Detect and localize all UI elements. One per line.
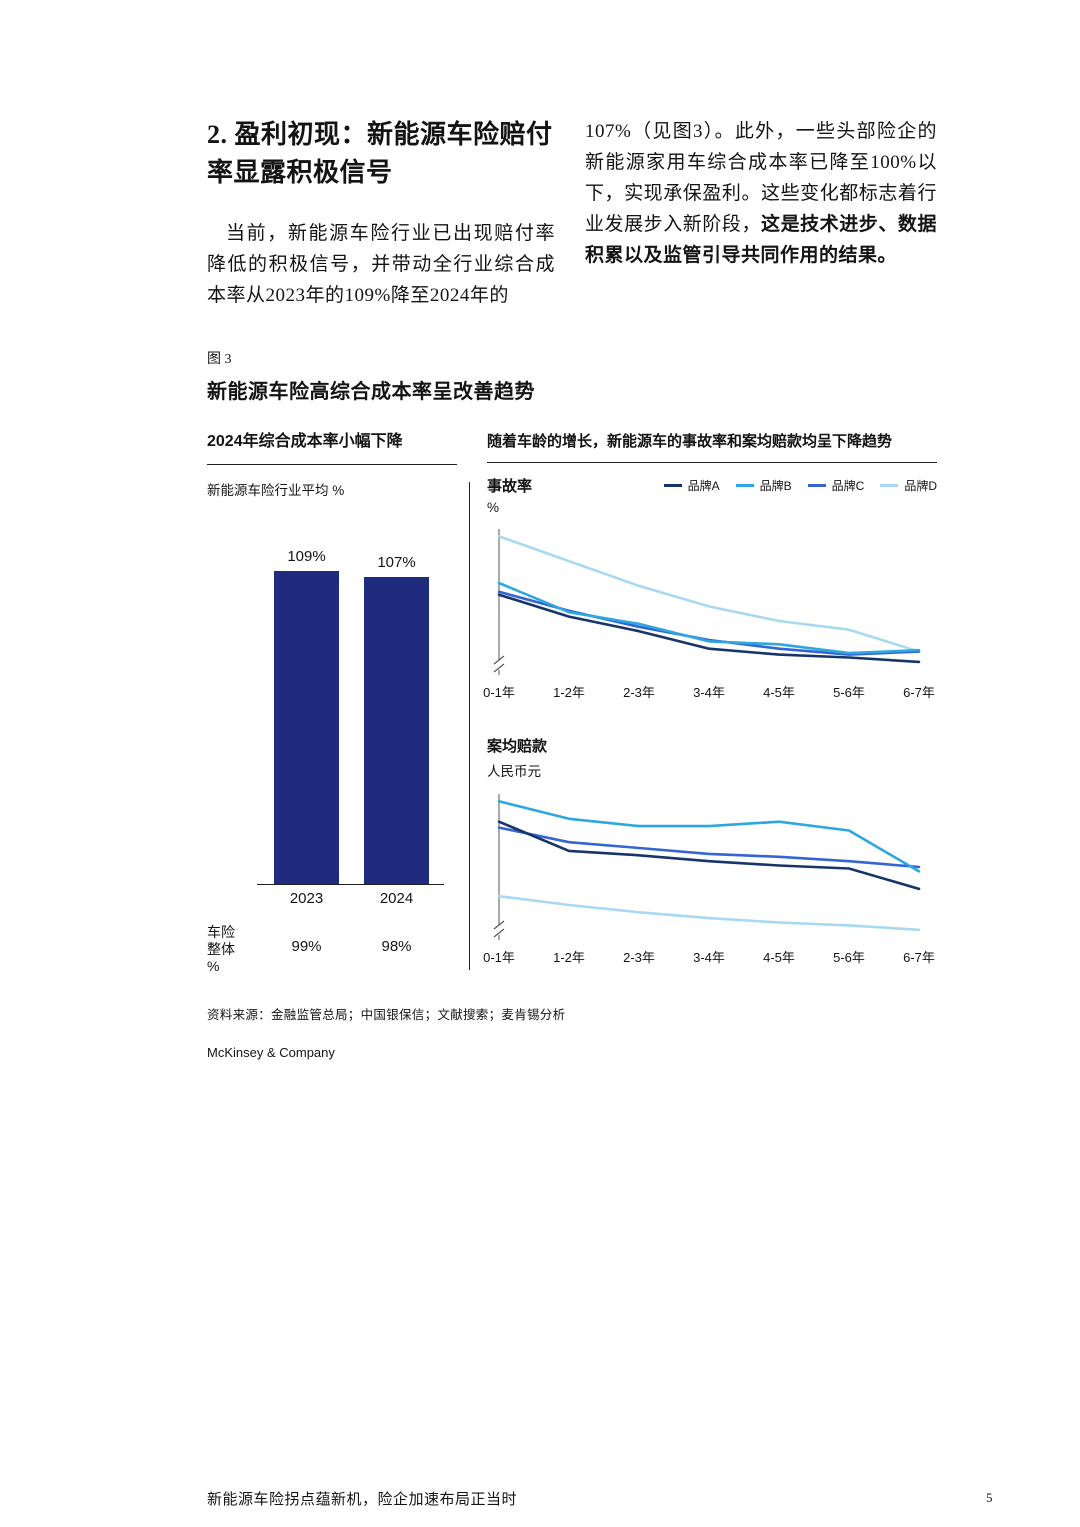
bar-panel-subtitle: 新能源车险行业平均 %: [207, 483, 345, 498]
legend-item: 品牌D: [880, 477, 937, 494]
legend-item: 品牌A: [663, 477, 720, 494]
bar-categories: 2023 2024: [207, 890, 457, 914]
paragraph-right: 107%（见图3）。此外，一些头部险企的新能源家用车综合成本率已降至100%以下…: [585, 116, 937, 271]
legend-item: 品牌C: [807, 477, 865, 494]
brand-legend: 品牌A 品牌B 品牌C 品牌D: [663, 475, 937, 494]
article-column-left: 2. 盈利初现：新能源车险赔付率显露积极信号 当前，新能源车险行业已出现赔付率降…: [207, 116, 555, 311]
average-claim-block: 案均赔款 人民币元 0-1年 1-2年 2-3年 3-4年 4-5年 5-6年 6-7年: [483, 735, 937, 970]
accident-rate-chart: 0-1年 1-2年 2-3年 3-4年 4-5年 5-6年 6-7年: [483, 529, 935, 700]
panel-divider: [469, 482, 470, 970]
paragraph-right-normal: 107%（见图3）。此外，一些头部险企的新能源家用车综合成本率已降至100%以下…: [585, 121, 937, 235]
paragraph-left: 当前，新能源车险行业已出现赔付率降低的积极信号，并带动全行业综合成本率从2023…: [207, 223, 555, 306]
average-claim-metric: 案均赔款: [487, 738, 548, 755]
legend-item: 品牌B: [735, 477, 792, 494]
svg-text:1-2年: 1-2年: [553, 950, 585, 965]
accident-rate-head: 事故率 % 品牌A 品牌B 品牌C 品牌D: [487, 475, 937, 515]
bar-panel-title: 2024年综合成本率小幅下降: [207, 432, 457, 465]
average-claim-head: 案均赔款 人民币元: [487, 735, 937, 780]
overall-value-2023: 99%: [291, 938, 322, 955]
mckinsey-brand: McKinsey & Company: [207, 1045, 335, 1060]
average-claim-unit: 人民币元: [487, 764, 541, 779]
figure-title: 新能源车险高综合成本率呈改善趋势: [207, 381, 535, 403]
figure-label: 图 3: [207, 352, 232, 367]
legend-label: 品牌D: [904, 479, 937, 493]
article-column-right: 107%（见图3）。此外，一些头部险企的新能源家用车综合成本率已降至100%以下…: [585, 116, 937, 311]
report-footer-title: 新能源车险拐点蕴新机，险企加速布局正当时: [207, 1492, 518, 1508]
bar-2023: [274, 571, 339, 884]
figure-charts: 2024年综合成本率小幅下降 新能源车险行业平均 % 109% 107% 202…: [207, 432, 937, 986]
overall-value-2024: 98%: [381, 938, 412, 955]
svg-text:3-4年: 3-4年: [693, 685, 725, 700]
svg-text:0-1年: 0-1年: [483, 685, 515, 700]
legend-swatch: [735, 484, 754, 487]
bar-category-2024: 2024: [379, 890, 414, 907]
source-note: 资料来源：金融监管总局；中国银保信；文献搜索；麦肯锡分析: [207, 1008, 566, 1022]
average-claim-chart: 0-1年 1-2年 2-3年 3-4年 4-5年 5-6年 6-7年: [483, 794, 935, 965]
svg-text:6-7年: 6-7年: [903, 685, 935, 700]
section-heading: 2. 盈利初现：新能源车险赔付率显露积极信号: [207, 120, 553, 187]
combined-ratio-bar-panel: 2024年综合成本率小幅下降 新能源车险行业平均 % 109% 107% 202…: [207, 432, 457, 986]
accident-rate-block: 事故率 % 品牌A 品牌B 品牌C 品牌D 0-1年 1-2年 2-3年 3-4年 4-5年 5…: [483, 475, 937, 705]
svg-text:5-6年: 5-6年: [833, 685, 865, 700]
bar-value-label: 109%: [287, 548, 326, 565]
svg-text:5-6年: 5-6年: [833, 950, 865, 965]
paragraph-right-bold: 这是技术进步、数据积累以及监管引导共同作用的结果。: [585, 214, 937, 266]
svg-text:2-3年: 2-3年: [623, 950, 655, 965]
accident-rate-unit: %: [487, 500, 500, 515]
svg-text:1-2年: 1-2年: [553, 685, 585, 700]
bar-group-2023: 109%: [274, 539, 339, 884]
svg-text:4-5年: 4-5年: [763, 950, 795, 965]
average-claim-labels: 案均赔款 人民币元: [487, 735, 547, 780]
svg-text:2-3年: 2-3年: [623, 685, 655, 700]
accident-rate-metric: 事故率: [487, 478, 533, 495]
svg-text:6-7年: 6-7年: [903, 950, 935, 965]
line-charts-panel: 随着车龄的增长，新能源车的事故率和案均赔款均呈下降趋势 事故率 % 品牌A 品牌B…: [483, 432, 937, 986]
bar-axis-baseline: [257, 884, 444, 885]
legend-label: 品牌B: [759, 479, 792, 493]
accident-rate-labels: 事故率 %: [487, 475, 532, 515]
legend-swatch: [807, 484, 826, 487]
bar-group-2024: 107%: [364, 539, 429, 884]
figure-3: 图 3 新能源车险高综合成本率呈改善趋势 2024年综合成本率小幅下降 新能源车…: [207, 348, 937, 1060]
line-panel-title: 随着车龄的增长，新能源车的事故率和案均赔款均呈下降趋势: [487, 432, 937, 463]
legend-label: 品牌A: [687, 479, 720, 493]
bar-2024: [364, 577, 429, 884]
svg-text:0-1年: 0-1年: [483, 950, 515, 965]
bar-value-label: 107%: [377, 554, 416, 571]
legend-label: 品牌C: [831, 479, 865, 493]
legend-swatch: [880, 484, 899, 487]
article-text: 2. 盈利初现：新能源车险赔付率显露积极信号 当前，新能源车险行业已出现赔付率降…: [207, 116, 937, 311]
legend-swatch: [663, 484, 682, 487]
page-number: 5: [986, 1490, 993, 1505]
bar-chart: 109% 107%: [207, 539, 457, 885]
overall-motor-label: 车险 整体 %: [207, 924, 235, 974]
svg-text:4-5年: 4-5年: [763, 685, 795, 700]
bar-category-2023: 2023: [289, 890, 324, 907]
svg-text:3-4年: 3-4年: [693, 950, 725, 965]
overall-motor-row: 车险 整体 % 99% 98%: [207, 924, 457, 986]
